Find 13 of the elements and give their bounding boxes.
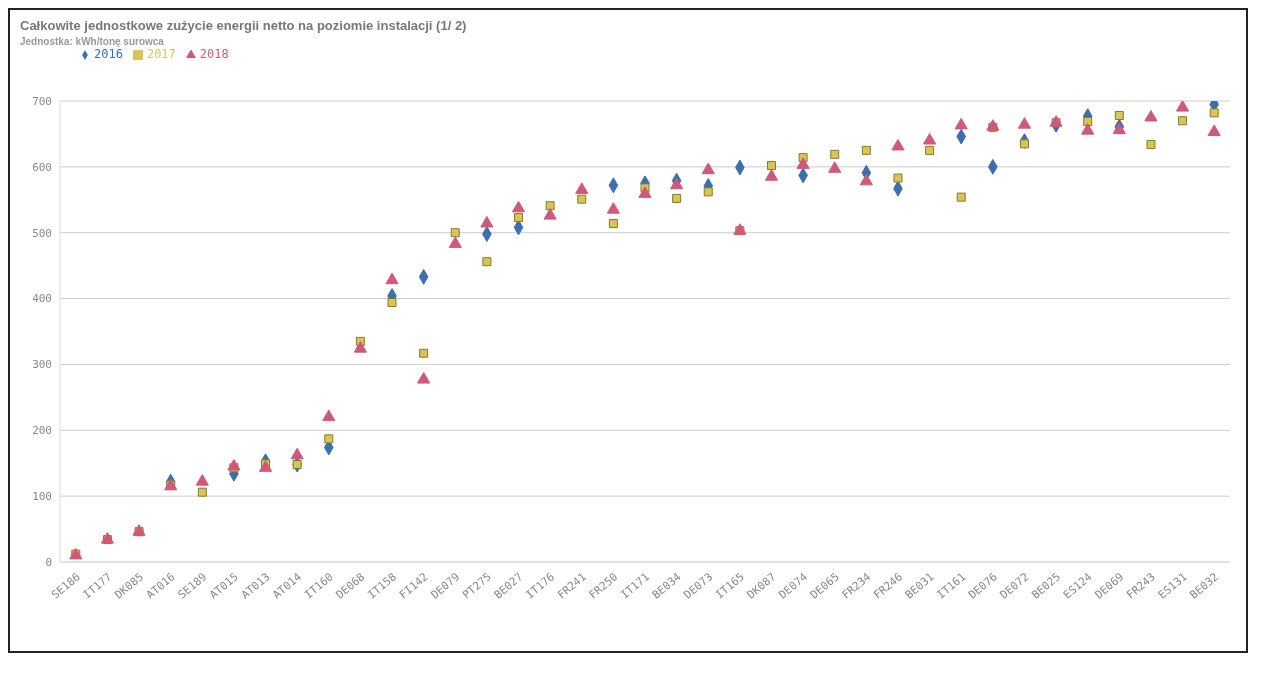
chart-subtitle: Jednostka: kWh/tonę surowca	[20, 36, 165, 47]
y-tick-label: 300	[32, 358, 52, 372]
y-tick-label: 0	[45, 555, 52, 569]
chart-title: Całkowite jednostkowe zużycie energii netto na poziomie instalacji (1/ 2)	[20, 18, 468, 33]
y-tick-label: 100	[32, 490, 52, 504]
y-tick-label: 200	[32, 424, 52, 438]
y-tick-label: 600	[32, 160, 52, 174]
y-tick-label: 500	[32, 226, 52, 240]
y-tick-label: 400	[32, 292, 52, 306]
legend-label: 2018	[199, 47, 229, 61]
y-tick-label: 700	[32, 94, 52, 108]
legend-label: 2017	[146, 47, 176, 61]
legend-label: 2016	[94, 47, 123, 61]
